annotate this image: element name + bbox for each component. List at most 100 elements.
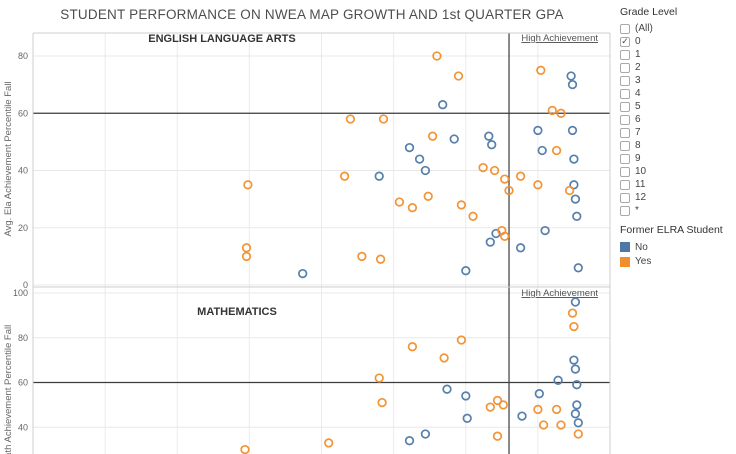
data-point-no[interactable]: [553, 375, 563, 385]
checkbox-icon[interactable]: [620, 75, 630, 86]
data-point-no[interactable]: [420, 429, 431, 439]
grade-level-option[interactable]: 3: [620, 74, 732, 87]
data-point-no[interactable]: [449, 134, 459, 144]
data-point-yes[interactable]: [547, 105, 557, 116]
data-point-yes[interactable]: [492, 431, 503, 441]
data-point-no[interactable]: [298, 268, 308, 279]
grade-level-option[interactable]: 7: [620, 126, 732, 139]
data-point-yes[interactable]: [377, 397, 387, 408]
checkbox-icon[interactable]: [620, 114, 630, 125]
data-point-no[interactable]: [487, 140, 497, 150]
data-point-no[interactable]: [515, 243, 526, 253]
checkbox-icon[interactable]: [620, 62, 630, 73]
grade-level-option[interactable]: 4: [620, 87, 732, 100]
data-point-yes[interactable]: [432, 51, 442, 61]
scatter-chart[interactable]: 0 20 40 60 80 ENGLISH LANGUAGE ARTS High Achie…: [0, 28, 612, 454]
data-point-yes[interactable]: [394, 197, 405, 207]
data-point-yes[interactable]: [556, 108, 566, 118]
data-point-yes[interactable]: [492, 395, 503, 406]
data-point-yes[interactable]: [468, 211, 478, 221]
data-point-yes[interactable]: [427, 131, 438, 141]
data-point-yes[interactable]: [407, 342, 418, 352]
data-point-yes[interactable]: [357, 251, 367, 262]
data-point-no[interactable]: [540, 225, 550, 236]
data-point-no[interactable]: [485, 237, 495, 247]
data-point-yes[interactable]: [569, 321, 579, 332]
checkbox-icon[interactable]: [620, 205, 630, 216]
data-point-no[interactable]: [533, 125, 543, 136]
grade-level-option[interactable]: 5: [620, 100, 732, 113]
data-point-no[interactable]: [569, 154, 579, 164]
data-point-no[interactable]: [404, 142, 415, 153]
checkbox-icon[interactable]: [620, 179, 630, 190]
data-point-no[interactable]: [566, 71, 576, 81]
legend-item[interactable]: No: [620, 240, 732, 255]
data-point-no[interactable]: [570, 364, 581, 374]
data-point-yes[interactable]: [378, 114, 389, 124]
data-point-yes[interactable]: [538, 420, 549, 430]
checkbox-icon[interactable]: [620, 192, 630, 203]
data-point-yes[interactable]: [453, 71, 464, 81]
grade-level-option[interactable]: 10: [620, 165, 732, 178]
legend-item[interactable]: Yes: [620, 255, 732, 270]
data-point-yes[interactable]: [500, 174, 510, 184]
data-point-yes[interactable]: [536, 65, 546, 75]
data-point-no[interactable]: [414, 154, 425, 164]
data-point-yes[interactable]: [564, 185, 575, 196]
checkbox-icon[interactable]: [620, 88, 630, 99]
data-point-yes[interactable]: [456, 200, 467, 210]
data-point-yes[interactable]: [240, 444, 250, 454]
data-point-no[interactable]: [442, 384, 452, 394]
grade-level-option[interactable]: (All): [620, 22, 732, 35]
data-point-yes[interactable]: [551, 404, 562, 415]
data-point-yes[interactable]: [375, 254, 386, 264]
checkbox-icon[interactable]: [620, 127, 630, 138]
data-point-no[interactable]: [572, 380, 582, 390]
checkbox-checked-icon[interactable]: ✓: [620, 36, 630, 47]
data-point-no[interactable]: [404, 436, 415, 446]
data-point-yes[interactable]: [243, 180, 253, 190]
checkbox-icon[interactable]: [620, 101, 630, 112]
data-point-yes[interactable]: [456, 335, 467, 345]
data-point-yes[interactable]: [478, 162, 488, 173]
data-point-yes[interactable]: [498, 400, 508, 410]
data-point-no[interactable]: [374, 171, 384, 181]
data-point-no[interactable]: [572, 400, 582, 410]
data-point-no[interactable]: [461, 266, 471, 276]
data-point-no[interactable]: [573, 418, 583, 428]
data-point-yes[interactable]: [551, 145, 562, 156]
data-point-yes[interactable]: [339, 171, 350, 181]
checkbox-icon[interactable]: [620, 153, 630, 164]
data-point-no[interactable]: [567, 125, 578, 136]
grade-level-option[interactable]: 11: [620, 178, 732, 191]
data-point-no[interactable]: [569, 180, 579, 190]
checkbox-icon[interactable]: [620, 49, 630, 60]
data-point-yes[interactable]: [556, 420, 566, 430]
grade-level-option[interactable]: 12: [620, 191, 732, 204]
data-point-yes[interactable]: [567, 308, 578, 318]
checkbox-icon[interactable]: [620, 23, 630, 34]
data-point-yes[interactable]: [489, 165, 500, 176]
data-point-no[interactable]: [569, 355, 579, 365]
grade-level-option[interactable]: 6: [620, 113, 732, 126]
data-point-yes[interactable]: [423, 191, 433, 201]
data-point-no[interactable]: [572, 211, 582, 221]
data-point-yes[interactable]: [345, 114, 356, 124]
data-point-yes[interactable]: [504, 185, 514, 196]
data-point-yes[interactable]: [533, 404, 543, 415]
data-point-no[interactable]: [462, 413, 472, 423]
grade-level-option[interactable]: *: [620, 204, 732, 217]
data-point-no[interactable]: [567, 79, 578, 90]
checkbox-icon[interactable]: [620, 140, 630, 151]
grade-level-option[interactable]: ✓ 0: [620, 35, 732, 48]
data-point-no[interactable]: [570, 409, 581, 419]
checkbox-icon[interactable]: [620, 166, 630, 177]
data-point-yes[interactable]: [485, 402, 495, 412]
data-point-yes[interactable]: [439, 353, 449, 363]
grade-level-option[interactable]: 9: [620, 152, 732, 165]
data-point-no[interactable]: [461, 391, 471, 401]
grade-level-option[interactable]: 8: [620, 139, 732, 152]
data-point-yes[interactable]: [533, 180, 543, 190]
data-point-yes[interactable]: [324, 438, 334, 448]
data-point-no[interactable]: [573, 263, 583, 273]
